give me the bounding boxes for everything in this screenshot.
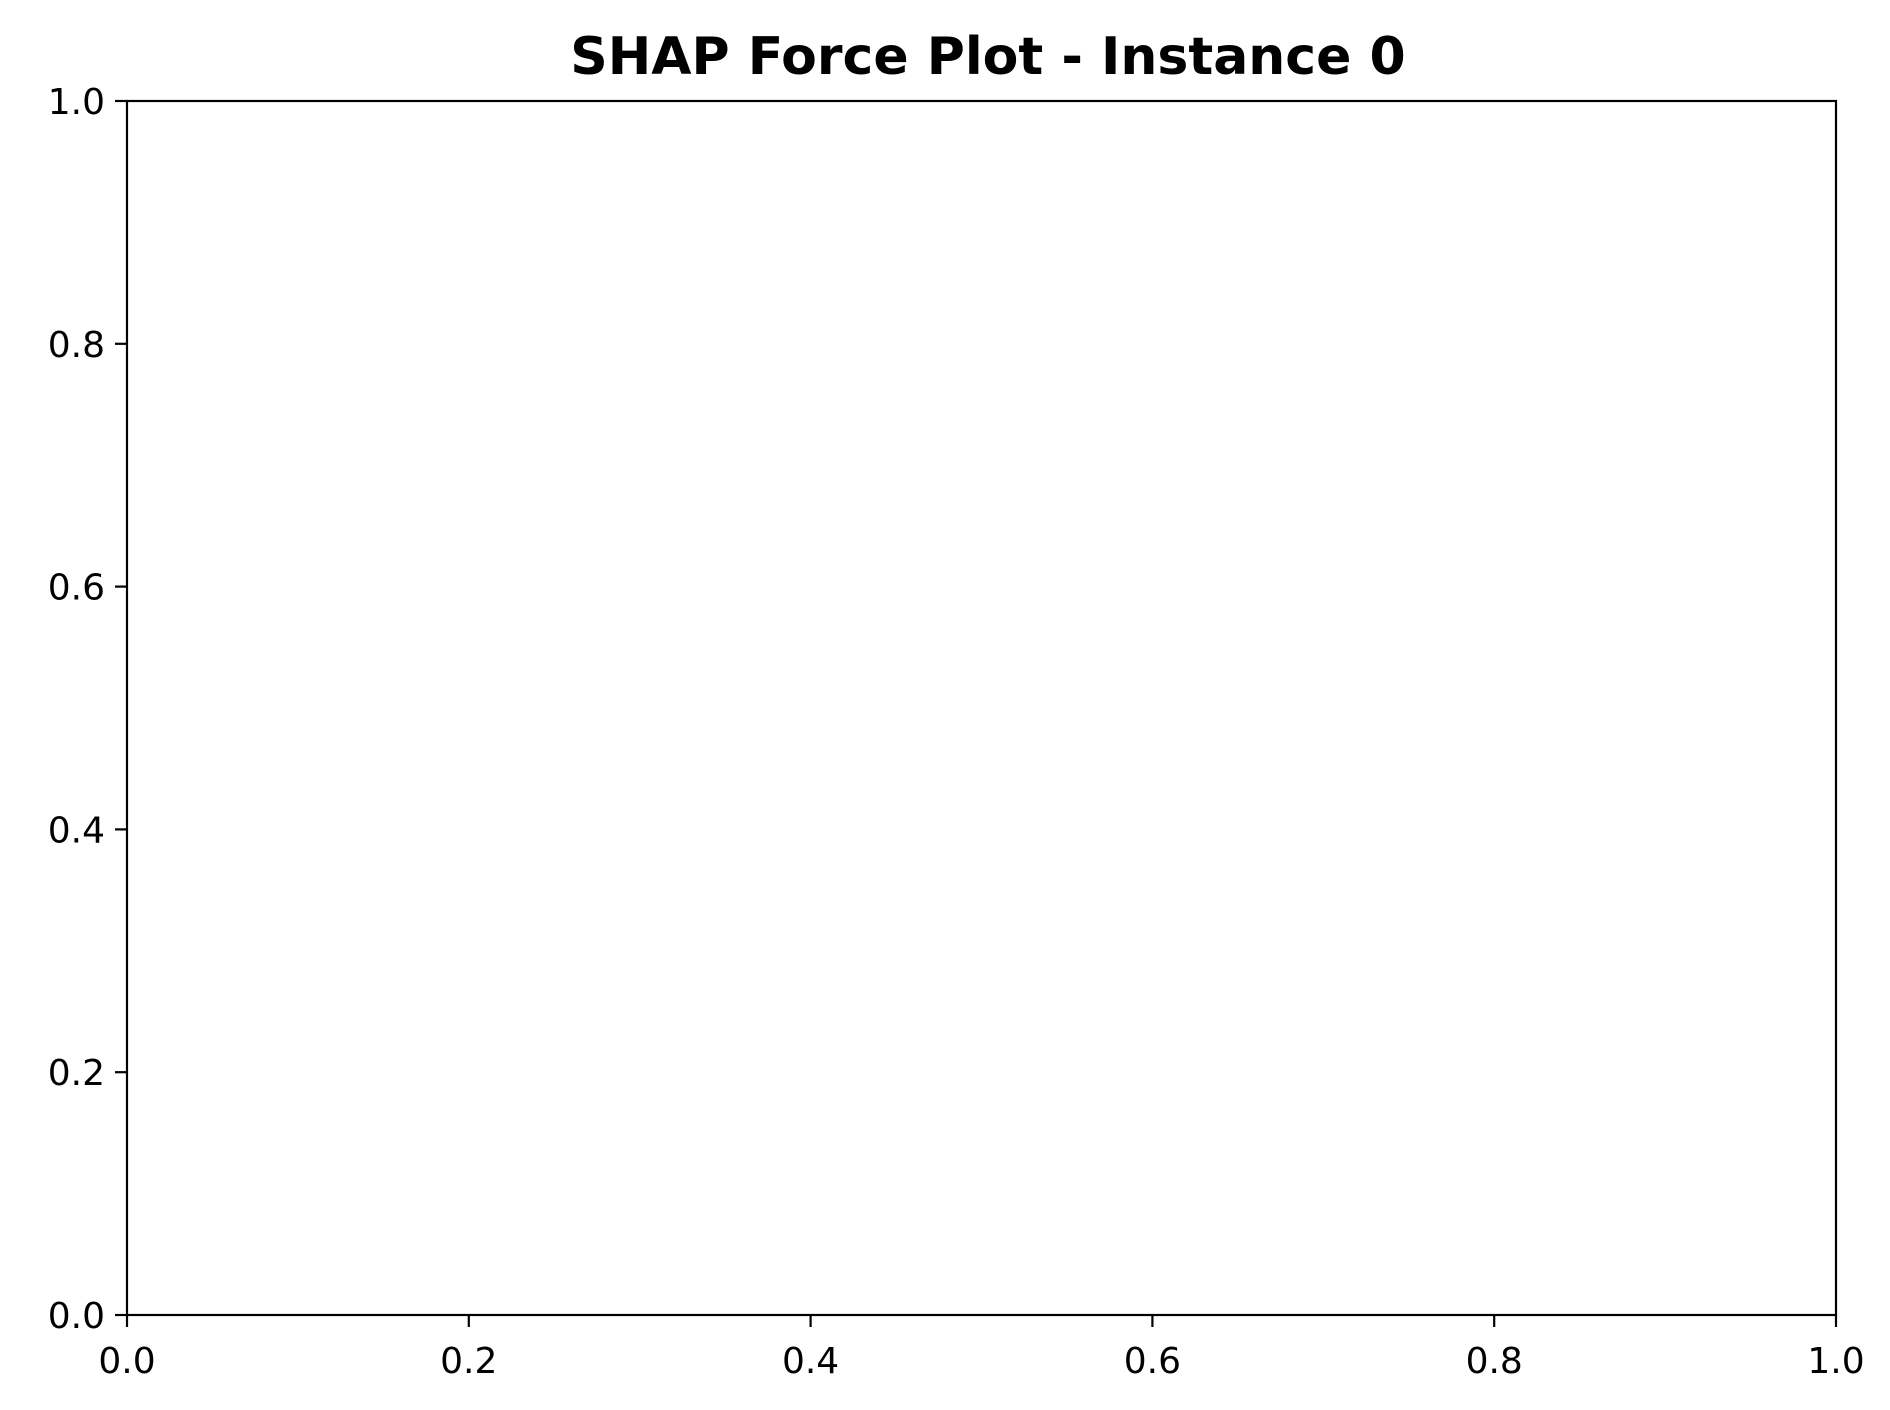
x-axis: 0.0 0.2 0.4 0.6 0.8 1.0 — [98, 1315, 1865, 1382]
x-tick-label: 0.0 — [98, 1341, 155, 1382]
x-tick-label: 0.8 — [1466, 1341, 1523, 1382]
chart-title: SHAP Force Plot - Instance 0 — [570, 27, 1405, 87]
y-tick-label: 1.0 — [48, 82, 105, 123]
y-tick-label: 0.6 — [48, 568, 105, 609]
y-tick-label: 0.8 — [48, 325, 105, 366]
x-tick-label: 0.4 — [782, 1341, 839, 1382]
y-tick-label: 0.2 — [48, 1053, 105, 1094]
y-tick-label: 0.4 — [48, 810, 105, 851]
x-tick-label: 1.0 — [1807, 1341, 1864, 1382]
x-tick-label: 0.6 — [1124, 1341, 1181, 1382]
y-tick-label: 0.0 — [48, 1296, 105, 1337]
y-axis: 0.0 0.2 0.4 0.6 0.8 1.0 — [48, 82, 127, 1337]
x-tick-label: 0.2 — [440, 1341, 497, 1382]
plot-area-frame — [125, 99, 1838, 1317]
